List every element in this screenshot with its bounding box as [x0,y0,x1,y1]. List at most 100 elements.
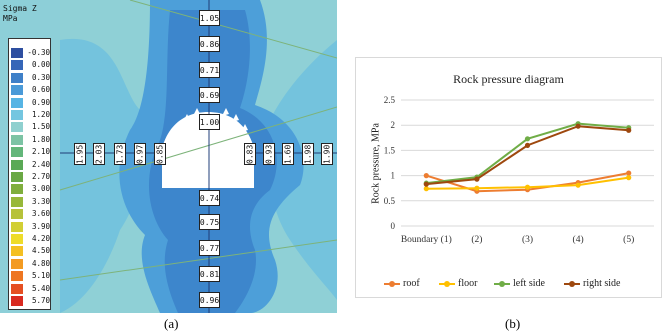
x-tick-label: Boundary (1) [401,234,452,245]
series-point [626,175,632,181]
legend-swatch [11,172,23,182]
legend-label: floor [458,278,478,289]
series-point [626,170,632,176]
stress-contour-plot [0,0,337,313]
legend-value: 4.20 [31,234,50,243]
legend-label: left side [513,278,545,289]
legend-marker [389,281,395,287]
series-point [423,181,429,187]
legend-row: 0.30 [11,72,50,84]
legend-marker [444,281,450,287]
legend-value: 0.90 [31,97,50,107]
series-point [524,136,531,142]
legend-value: 3.00 [31,184,50,194]
panel-label-b: (b) [505,316,521,331]
legend-label: right side [583,278,621,289]
legend-value: 2.70 [31,172,50,181]
legend-value: 5.70 [31,296,50,305]
legend-swatch [11,134,23,145]
legend-swatch [11,283,23,294]
legend-swatch [11,122,23,133]
legend-swatch [11,184,23,195]
legend-row: 1.80 [11,134,50,146]
series-point [474,185,480,191]
legend-swatch [11,72,23,83]
legend-swatch [11,258,23,269]
legend-row: 5.10 [11,270,50,282]
chart-title: Rock pressure diagram [453,72,564,86]
legend-value: 1.50 [31,122,50,132]
stress-value-box: 0.85 [154,143,166,165]
legend-swatch [11,159,23,170]
stress-value-box: 0.96 [199,292,220,308]
stress-value-box: 0.83 [244,143,256,165]
y-tick-label: 0.5 [384,196,396,206]
stress-value-box: 0.97 [134,143,146,165]
stress-value-box: 1.95 [74,143,86,165]
series-point [524,142,531,148]
legend-value: 2.40 [31,159,50,169]
stress-value-box: 0.93 [263,143,275,165]
stress-value-box: 0.71 [199,62,220,78]
legend-value: 0.00 [31,60,50,70]
legend-row: 4.50 [11,245,50,257]
y-axis-label: Rock pressure, MPa [370,123,382,204]
legend-swatch [11,97,23,108]
legend-row: 2.40 [11,159,50,171]
series-point [524,184,531,190]
legend-row: 3.30 [11,196,50,208]
x-tick-label: (5) [623,234,634,245]
legend-value: 1.20 [31,110,50,119]
stress-value-box: 0.74 [199,190,220,206]
x-tick-label: (4) [573,234,584,245]
legend-label: roof [403,278,420,289]
legend-swatch [11,234,23,244]
legend-row: 0.00 [11,59,50,71]
stress-value-box: 0.75 [199,214,220,230]
y-tick-label: 2.5 [384,95,396,105]
series-point [423,186,429,192]
legend-swatch [11,246,23,257]
legend-value: -0.30 [27,48,50,57]
legend-value: 2.10 [31,147,50,157]
series-line [426,122,629,185]
stress-value-box: 0.69 [199,87,220,103]
stress-value-box: 1.73 [114,143,126,165]
legend-row: 3.90 [11,221,50,233]
y-tick-label: 1 [391,171,396,181]
stress-value-box: 1.00 [199,114,220,130]
legend-swatch [11,209,23,220]
legend-value: 1.80 [31,134,50,144]
legend-swatch [11,60,23,71]
legend-value: 3.30 [31,196,50,206]
legend-unit: MPa [3,14,18,23]
stress-value-box: 1.98 [302,143,314,165]
stress-value-box: 0.86 [199,36,220,52]
legend-swatch [11,221,23,232]
legend-row: 1.20 [11,109,50,121]
legend-row: 4.20 [11,233,50,245]
panel-label-a: (a) [164,316,179,331]
legend-swatch [11,85,23,96]
legend-value: 0.30 [31,72,50,82]
legend-row: 0.60 [11,84,50,96]
legend-row: 1.50 [11,121,50,133]
legend-row: 2.10 [11,146,50,158]
legend-swatch [11,110,23,120]
legend-swatch [11,296,23,306]
legend-value: 3.90 [31,221,50,231]
legend-swatch [11,48,23,58]
stress-value-box: 1.60 [282,143,294,165]
legend-title: Sigma Z [3,4,37,13]
y-tick-label: 0 [391,221,396,231]
legend-value: 3.60 [31,209,50,219]
series-point [626,127,632,133]
x-tick-label: (3) [522,234,533,245]
legend-swatch [11,196,23,207]
legend-swatch [11,271,23,282]
legend-row: 3.00 [11,183,50,195]
rock-pressure-chart: 0 0.5 1 1.5 2 2.5 Boundary (1) (2) (3) (4) (5) Roc… [355,57,662,298]
stress-value-box: 0.77 [199,240,220,256]
x-tick-label: (2) [471,234,482,245]
legend-swatch [11,147,23,158]
